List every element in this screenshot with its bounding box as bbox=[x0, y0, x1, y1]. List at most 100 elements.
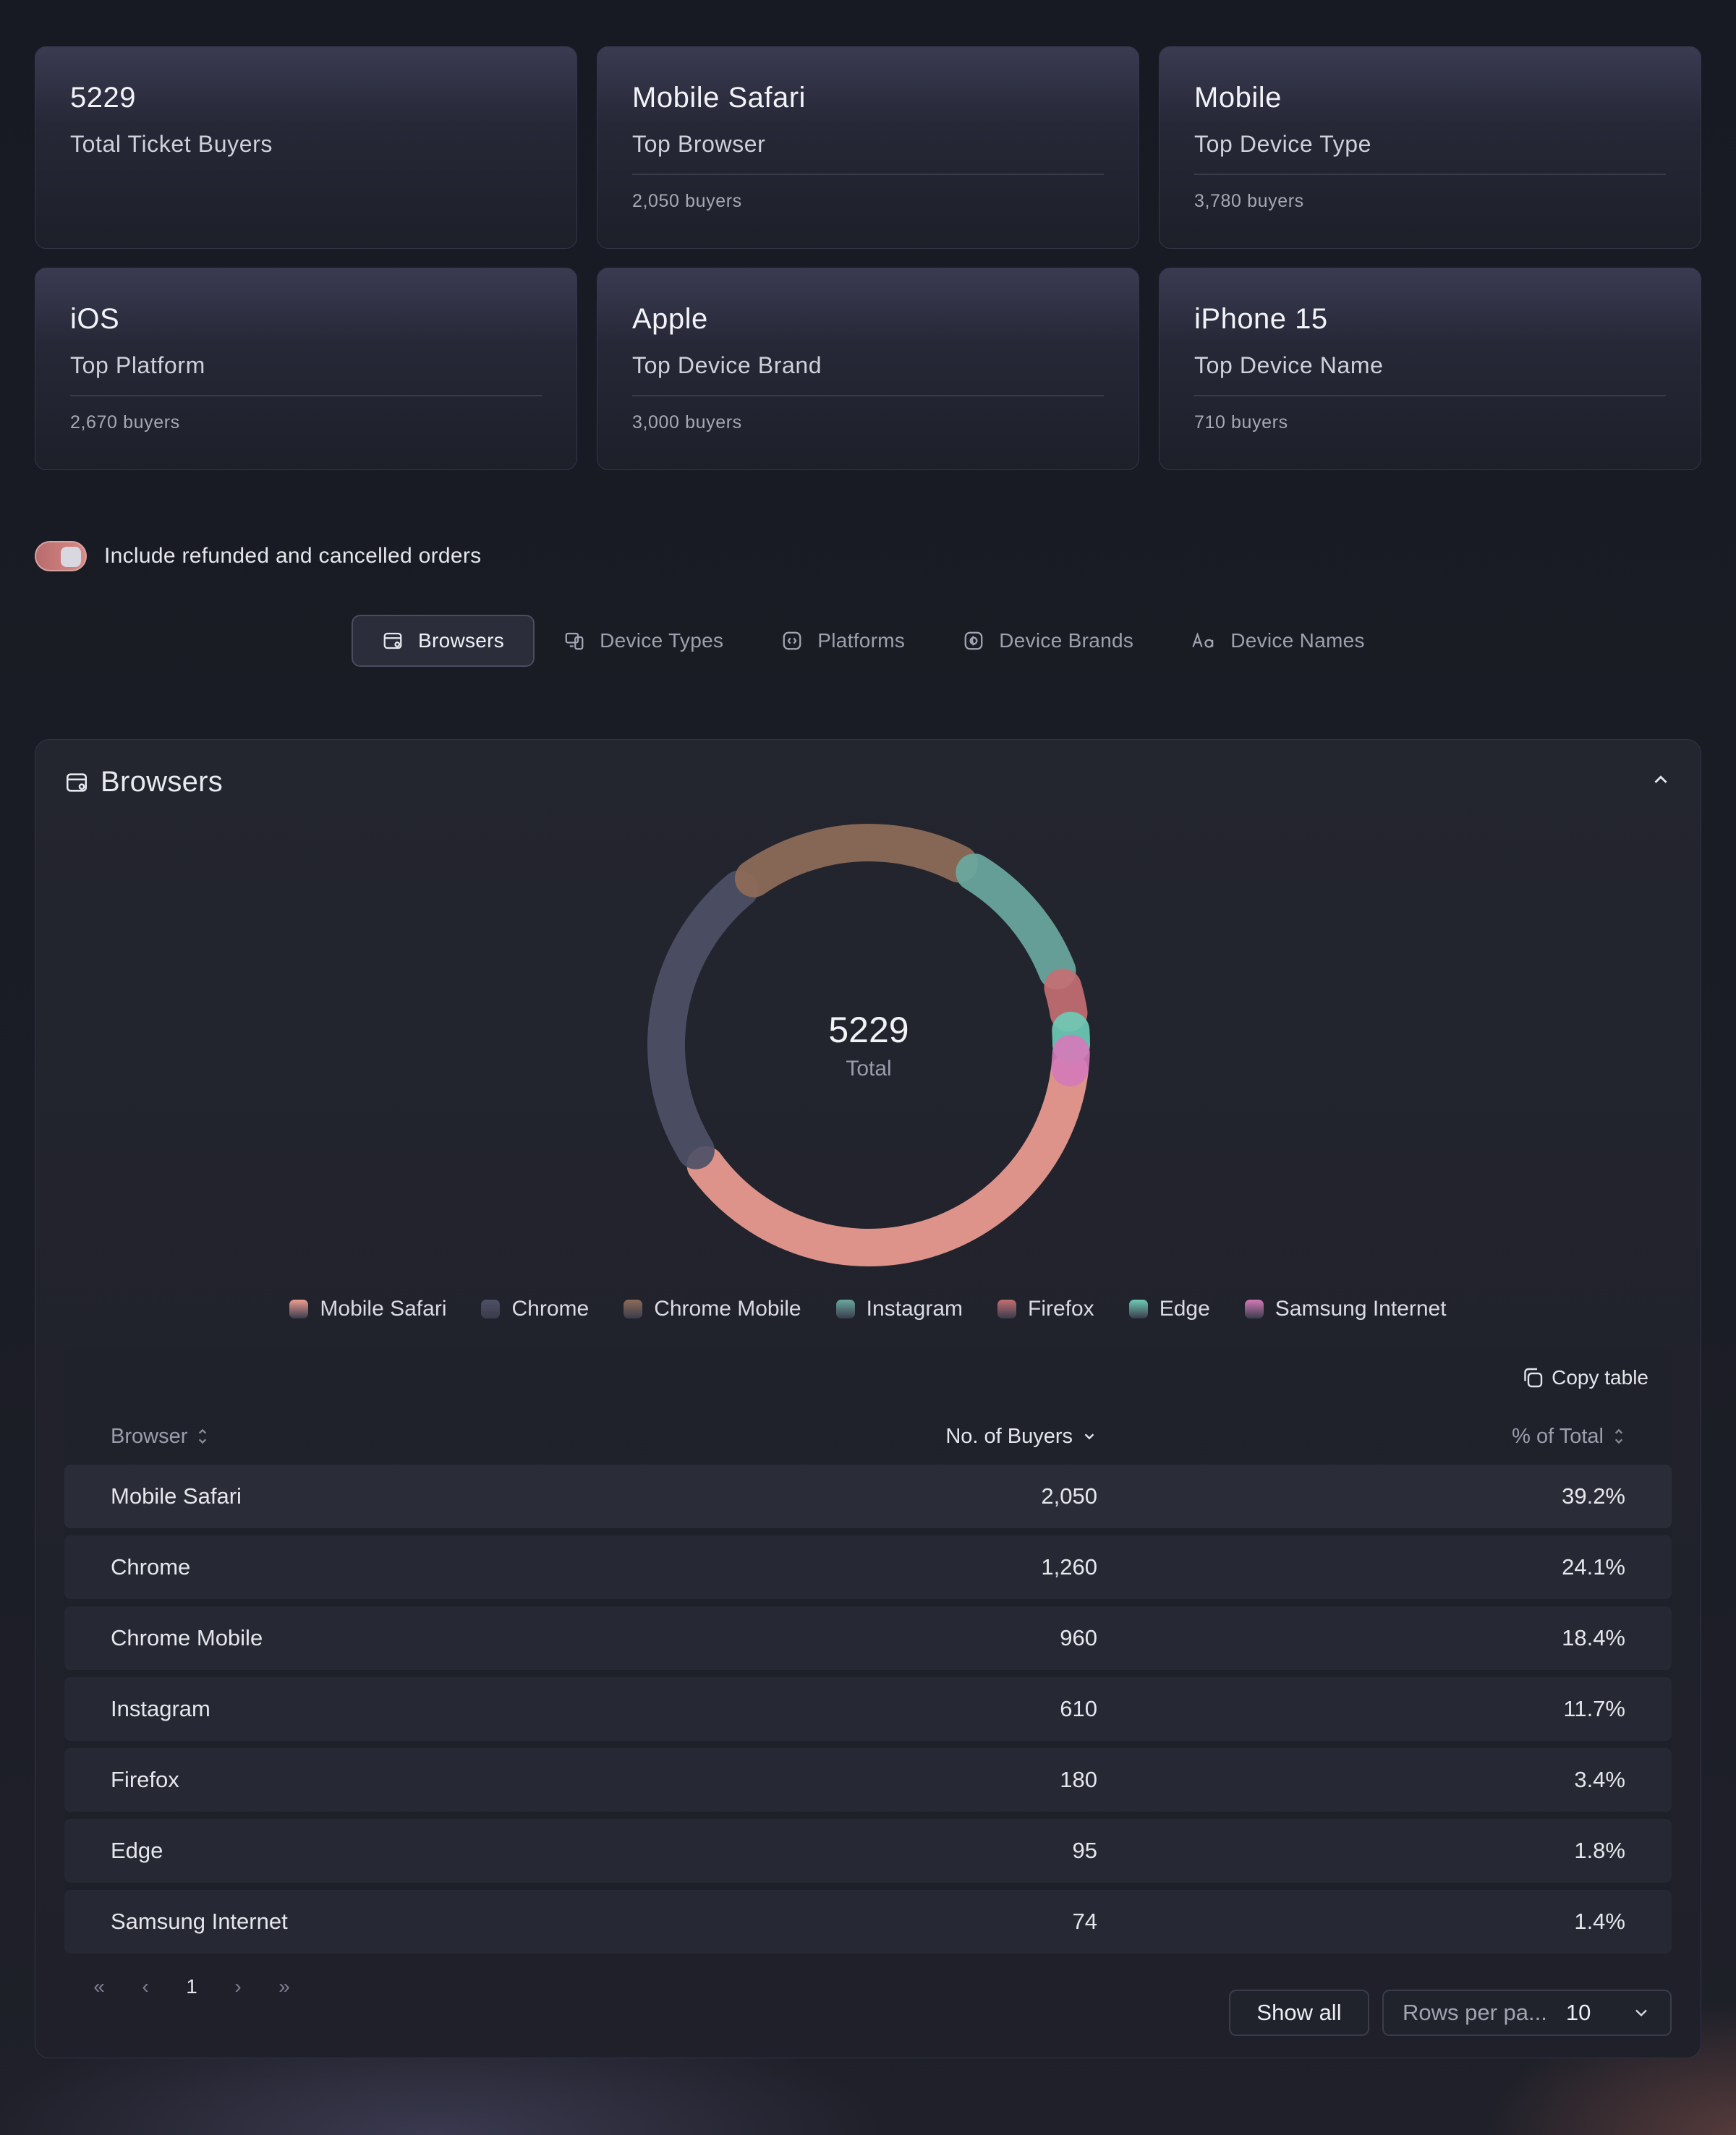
divider bbox=[1194, 395, 1666, 396]
chevron-down-icon bbox=[1635, 2009, 1647, 2017]
text-icon bbox=[1192, 632, 1214, 648]
donut-slice-samsung-internet[interactable] bbox=[1051, 1034, 1090, 1087]
stat-label: Top Platform bbox=[70, 352, 205, 378]
stat-card-top-device-type: Mobile Top Device Type 3,780 buyers bbox=[1159, 46, 1701, 249]
table-row[interactable]: Edge 95 1.8% bbox=[64, 1819, 1672, 1883]
brand-icon bbox=[964, 631, 983, 650]
legend-item-firefox[interactable]: Firefox bbox=[997, 1297, 1094, 1321]
browsers-table: Copy table Browser No. of Buyers % of To… bbox=[64, 1349, 1672, 1953]
chevron-up-icon bbox=[1654, 775, 1667, 783]
cell-browser: Firefox bbox=[111, 1767, 179, 1792]
legend-label: Chrome Mobile bbox=[654, 1297, 801, 1321]
rows-per-page-value: 10 bbox=[1565, 2000, 1591, 2025]
tab-platforms[interactable]: Platforms bbox=[752, 615, 934, 667]
donut-slice-mobile-safari[interactable] bbox=[686, 1052, 1089, 1266]
include-refunded-toggle[interactable] bbox=[35, 541, 87, 571]
legend-label: Instagram bbox=[866, 1297, 963, 1321]
stat-card-top-device-brand: Apple Top Device Brand 3,000 buyers bbox=[597, 268, 1139, 470]
table-row[interactable]: Mobile Safari 2,050 39.2% bbox=[64, 1465, 1672, 1528]
table-row[interactable]: Chrome 1,260 24.1% bbox=[64, 1535, 1672, 1599]
stat-sub: 3,000 buyers bbox=[632, 412, 742, 432]
cell-browser: Edge bbox=[111, 1838, 163, 1863]
toggle-label: Include refunded and cancelled orders bbox=[104, 544, 482, 568]
stat-sub: 710 buyers bbox=[1194, 412, 1288, 432]
next-page-button[interactable]: › bbox=[234, 1975, 242, 1998]
divider bbox=[70, 395, 542, 396]
pagination: « ‹ 1 › » bbox=[76, 1975, 307, 1998]
refund-toggle-row: Include refunded and cancelled orders bbox=[35, 541, 481, 571]
sort-icon bbox=[199, 1428, 207, 1444]
rows-per-page-select[interactable]: Rows per pa... 10 bbox=[1382, 1990, 1672, 2036]
donut-slice-chrome[interactable] bbox=[647, 870, 759, 1169]
legend-swatch bbox=[624, 1300, 643, 1318]
show-all-button[interactable]: Show all bbox=[1229, 1990, 1369, 2036]
tab-label: Browsers bbox=[418, 629, 505, 652]
legend-item-chrome[interactable]: Chrome bbox=[481, 1297, 589, 1321]
copy-table-label: Copy table bbox=[1552, 1366, 1648, 1389]
table-header: Browser No. of Buyers % of Total bbox=[64, 1411, 1672, 1462]
tab-device-types[interactable]: Device Types bbox=[535, 615, 752, 667]
table-row[interactable]: Samsung Internet 74 1.4% bbox=[64, 1890, 1672, 1953]
stat-value: Apple bbox=[632, 303, 708, 335]
tab-device-names[interactable]: Device Names bbox=[1162, 615, 1394, 667]
legend-swatch bbox=[1244, 1300, 1264, 1318]
column-header-buyers[interactable]: No. of Buyers bbox=[945, 1411, 1097, 1462]
legend-swatch bbox=[289, 1300, 309, 1318]
legend-swatch bbox=[481, 1300, 501, 1318]
donut-total: 5229 bbox=[828, 1010, 909, 1050]
cell-browser: Mobile Safari bbox=[111, 1483, 242, 1509]
first-page-button[interactable]: « bbox=[93, 1975, 105, 1998]
stat-label: Total Ticket Buyers bbox=[70, 131, 273, 157]
cell-buyers: 95 bbox=[1072, 1838, 1097, 1863]
column-header-pct[interactable]: % of Total bbox=[1512, 1411, 1625, 1462]
legend-label: Samsung Internet bbox=[1275, 1297, 1447, 1321]
chevron-down-icon bbox=[1084, 1433, 1094, 1440]
stat-card-top-browser: Mobile Safari Top Browser 2,050 buyers bbox=[597, 46, 1139, 249]
tab-device-brands[interactable]: Device Brands bbox=[934, 615, 1162, 667]
cell-buyers: 960 bbox=[1060, 1625, 1097, 1650]
legend-label: Edge bbox=[1159, 1297, 1210, 1321]
legend-label: Chrome bbox=[511, 1297, 590, 1321]
chart-legend: Mobile Safari Chrome Chrome Mobile Instagra… bbox=[35, 1297, 1701, 1321]
cell-buyers: 2,050 bbox=[1041, 1483, 1097, 1509]
code-icon bbox=[783, 631, 801, 650]
sort-icon bbox=[1614, 1428, 1623, 1444]
stat-label: Top Device Type bbox=[1194, 131, 1371, 157]
donut-slice-instagram[interactable] bbox=[956, 853, 1076, 990]
legend-item-instagram[interactable]: Instagram bbox=[835, 1297, 963, 1321]
stat-cards: 5229 Total Ticket Buyers Mobile Safari T… bbox=[35, 46, 1701, 470]
legend-item-mobile-safari[interactable]: Mobile Safari bbox=[289, 1297, 446, 1321]
legend-item-edge[interactable]: Edge bbox=[1128, 1297, 1210, 1321]
table-row[interactable]: Chrome Mobile 960 18.4% bbox=[64, 1606, 1672, 1670]
cell-pct: 1.4% bbox=[1574, 1909, 1625, 1934]
donut-slice-chrome-mobile[interactable] bbox=[734, 824, 978, 898]
column-label: No. of Buyers bbox=[945, 1424, 1073, 1448]
table-row[interactable]: Instagram 610 11.7% bbox=[64, 1677, 1672, 1741]
prev-page-button[interactable]: ‹ bbox=[142, 1975, 149, 1998]
cell-browser: Chrome bbox=[111, 1554, 191, 1580]
copy-icon bbox=[1524, 1368, 1543, 1388]
legend-label: Firefox bbox=[1028, 1297, 1094, 1321]
table-row[interactable]: Firefox 180 3.4% bbox=[64, 1748, 1672, 1812]
copy-table-button[interactable]: Copy table bbox=[1520, 1365, 1648, 1391]
table-body: Mobile Safari 2,050 39.2% Chrome 1,260 2… bbox=[64, 1465, 1672, 1961]
cell-pct: 24.1% bbox=[1562, 1554, 1625, 1580]
divider bbox=[1194, 174, 1666, 175]
legend-item-chrome-mobile[interactable]: Chrome Mobile bbox=[624, 1297, 801, 1321]
cell-browser: Samsung Internet bbox=[111, 1909, 288, 1934]
rows-per-page-label: Rows per pa... bbox=[1403, 2000, 1547, 2025]
stat-label: Top Device Name bbox=[1194, 352, 1384, 378]
browser-icon bbox=[383, 632, 402, 649]
legend-item-samsung-internet[interactable]: Samsung Internet bbox=[1244, 1297, 1447, 1321]
cell-browser: Chrome Mobile bbox=[111, 1625, 263, 1650]
column-label: Browser bbox=[111, 1424, 188, 1448]
stat-label: Top Device Brand bbox=[632, 352, 822, 378]
last-page-button[interactable]: » bbox=[278, 1975, 290, 1998]
page-number[interactable]: 1 bbox=[186, 1975, 197, 1998]
donut-total-label: Total bbox=[846, 1057, 892, 1081]
column-header-browser[interactable]: Browser bbox=[111, 1411, 209, 1462]
cell-buyers: 610 bbox=[1060, 1696, 1097, 1721]
tab-browsers[interactable]: Browsers bbox=[352, 615, 535, 667]
collapse-button[interactable] bbox=[1650, 769, 1672, 794]
stat-value: iOS bbox=[70, 303, 120, 335]
